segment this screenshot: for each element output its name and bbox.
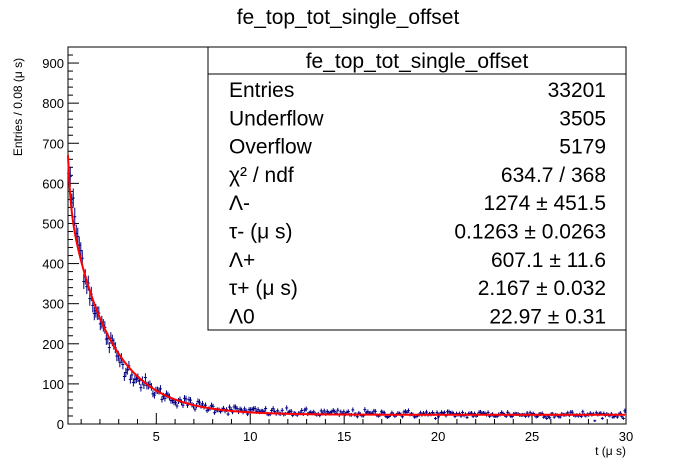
y-tick-label: 200: [42, 337, 64, 352]
x-tick-label: 15: [337, 429, 351, 444]
x-axis: 5 10 15 20 25 30: [80, 413, 633, 444]
x-tick-label: 25: [525, 429, 539, 444]
stats-row-label: Λ-: [229, 192, 250, 215]
x-tick-label: 20: [431, 429, 445, 444]
y-tick-label: 500: [42, 216, 64, 231]
stats-row-value: 607.1 ± 11.6: [491, 249, 606, 272]
stats-row-value: 33201: [548, 79, 606, 102]
y-tick-label: 700: [42, 136, 64, 151]
y-tick-label: 400: [42, 257, 64, 272]
x-tick-label: 5: [153, 429, 160, 444]
stats-row-label: Overflow: [229, 136, 313, 159]
stats-box-title: fe_top_tot_single_offset: [306, 50, 529, 73]
stats-row-value: 2.167 ± 0.032: [478, 277, 606, 300]
y-tick-label: 600: [42, 176, 64, 191]
chart-title: fe_top_tot_single_offset: [237, 6, 460, 29]
stats-row-value: 5179: [559, 136, 606, 159]
y-tick-label: 100: [42, 377, 64, 392]
stats-row-label: τ- (μ s): [229, 221, 293, 244]
x-tick-label: 10: [243, 429, 257, 444]
y-axis: 0 100 200 300 400 500 600 700 800 900: [42, 54, 79, 432]
fit-curve: [67, 155, 626, 416]
y-tick-label: 300: [42, 297, 64, 312]
x-axis-label: t (μ s): [595, 444, 626, 458]
y-tick-label: 900: [42, 56, 64, 71]
stats-box: fe_top_tot_single_offset Entries 33201 Und…: [207, 46, 627, 331]
stats-row-label: Λ0: [229, 305, 255, 328]
y-axis-label: Entries / 0.08 (μ s): [11, 58, 25, 156]
stats-row-label: χ² / ndf: [229, 164, 294, 187]
stats-row-value: 3505: [559, 107, 606, 130]
stats-row-label: Λ+: [229, 249, 255, 272]
stats-row-value: 634.7 / 368: [501, 164, 606, 187]
stats-row-value: 22.97 ± 0.31: [489, 305, 606, 328]
x-tick-label: 30: [619, 429, 633, 444]
stats-row-label: τ+ (μ s): [229, 277, 298, 300]
y-tick-label: 0: [57, 417, 64, 432]
stats-row-value: 0.1263 ± 0.0263: [454, 221, 606, 244]
stats-row-label: Entries: [229, 79, 294, 102]
stats-row-value: 1274 ± 451.5: [484, 192, 606, 215]
y-tick-label: 800: [42, 96, 64, 111]
stats-row-label: Underflow: [229, 107, 324, 130]
stats-rows: Entries 33201 Underflow 3505 Overflow 5179 χ² …: [229, 79, 606, 328]
stats-box-frame: [207, 46, 627, 331]
